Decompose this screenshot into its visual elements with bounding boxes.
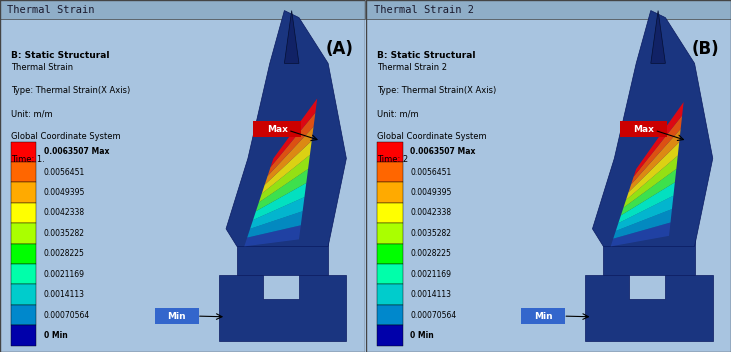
FancyBboxPatch shape (620, 121, 667, 137)
Polygon shape (247, 211, 303, 238)
Text: 0.0014113: 0.0014113 (410, 290, 451, 299)
Bar (11, 223, 37, 244)
Text: Max: Max (633, 125, 654, 134)
Polygon shape (624, 156, 678, 208)
Text: Thermal Strain: Thermal Strain (7, 5, 95, 15)
Text: Global Coordinate System: Global Coordinate System (11, 132, 121, 141)
Text: 0.0035282: 0.0035282 (410, 229, 451, 238)
Text: 0.0028225: 0.0028225 (44, 249, 85, 258)
FancyBboxPatch shape (521, 308, 565, 324)
Polygon shape (629, 129, 681, 192)
Bar (377, 162, 403, 182)
Bar (377, 284, 403, 305)
Polygon shape (585, 275, 713, 341)
Bar (11, 305, 37, 325)
Bar (377, 182, 403, 203)
Bar (11, 142, 37, 162)
Bar (11, 182, 37, 203)
Bar (377, 305, 403, 325)
Text: (A): (A) (325, 40, 353, 58)
Polygon shape (284, 11, 299, 63)
Text: Type: Thermal Strain(X Axis): Type: Thermal Strain(X Axis) (377, 86, 496, 95)
Text: Time: 2: Time: 2 (377, 155, 409, 164)
Text: Unit: m/m: Unit: m/m (11, 109, 53, 118)
Text: Global Coordinate System: Global Coordinate System (377, 132, 487, 141)
Bar (11, 325, 37, 346)
FancyBboxPatch shape (0, 0, 365, 19)
Text: 0.0063507 Max: 0.0063507 Max (410, 147, 476, 156)
Bar (11, 264, 37, 284)
Text: 0 Min: 0 Min (44, 331, 67, 340)
FancyBboxPatch shape (155, 308, 199, 324)
Bar (377, 325, 403, 346)
Text: Time: 1.: Time: 1. (11, 155, 45, 164)
Text: Type: Thermal Strain(X Axis): Type: Thermal Strain(X Axis) (11, 86, 130, 95)
Bar (11, 203, 37, 223)
Text: Max: Max (267, 125, 287, 134)
Bar (11, 162, 37, 182)
Text: 0.0014113: 0.0014113 (44, 290, 85, 299)
Bar (11, 284, 37, 305)
Text: Unit: m/m: Unit: m/m (377, 109, 419, 118)
Polygon shape (634, 102, 683, 177)
FancyBboxPatch shape (139, 28, 357, 345)
Text: 0 Min: 0 Min (410, 331, 434, 340)
Polygon shape (651, 11, 665, 63)
Polygon shape (616, 196, 673, 231)
Bar (377, 142, 403, 162)
Polygon shape (268, 113, 315, 176)
Bar (377, 223, 403, 244)
Polygon shape (226, 11, 346, 246)
Polygon shape (244, 225, 300, 246)
Polygon shape (613, 209, 672, 239)
Polygon shape (265, 127, 314, 185)
Polygon shape (610, 222, 670, 246)
Polygon shape (237, 239, 328, 275)
FancyBboxPatch shape (505, 28, 724, 345)
Polygon shape (618, 182, 675, 223)
Text: 0.0063507 Max: 0.0063507 Max (44, 147, 109, 156)
Text: Thermal Strain: Thermal Strain (11, 63, 73, 73)
Text: 0.0049395: 0.0049395 (410, 188, 452, 197)
FancyBboxPatch shape (254, 121, 300, 137)
Text: 0.0056451: 0.0056451 (44, 168, 85, 177)
Text: B: Static Structural: B: Static Structural (11, 51, 110, 60)
Text: 0.0042338: 0.0042338 (410, 208, 451, 218)
Text: (B): (B) (692, 40, 719, 58)
Polygon shape (250, 197, 304, 229)
Polygon shape (621, 169, 676, 215)
Bar (377, 244, 403, 264)
Text: 0.0049395: 0.0049395 (44, 188, 85, 197)
Polygon shape (592, 11, 713, 246)
Text: 0.00070564: 0.00070564 (410, 310, 456, 320)
Text: 0.0021169: 0.0021169 (410, 270, 451, 279)
Text: Min: Min (534, 312, 553, 321)
Text: Min: Min (167, 312, 186, 321)
Polygon shape (256, 169, 308, 211)
Text: 0.0035282: 0.0035282 (44, 229, 85, 238)
Text: 0.0021169: 0.0021169 (44, 270, 85, 279)
FancyBboxPatch shape (366, 0, 731, 19)
Text: Thermal Strain 2: Thermal Strain 2 (377, 63, 447, 73)
Polygon shape (262, 141, 311, 194)
Text: B: Static Structural: B: Static Structural (377, 51, 476, 60)
Bar (377, 203, 403, 223)
Polygon shape (259, 155, 310, 202)
Text: 0.0028225: 0.0028225 (410, 249, 451, 258)
Text: 0.00070564: 0.00070564 (44, 310, 90, 320)
Bar (11, 244, 37, 264)
Bar (377, 264, 403, 284)
Text: 0.0056451: 0.0056451 (410, 168, 452, 177)
Polygon shape (270, 99, 317, 167)
Polygon shape (603, 239, 694, 275)
Polygon shape (631, 115, 682, 184)
Polygon shape (219, 275, 346, 341)
Text: 0.0042338: 0.0042338 (44, 208, 85, 218)
Text: Thermal Strain 2: Thermal Strain 2 (374, 5, 474, 15)
Polygon shape (626, 142, 679, 200)
Polygon shape (253, 183, 306, 220)
